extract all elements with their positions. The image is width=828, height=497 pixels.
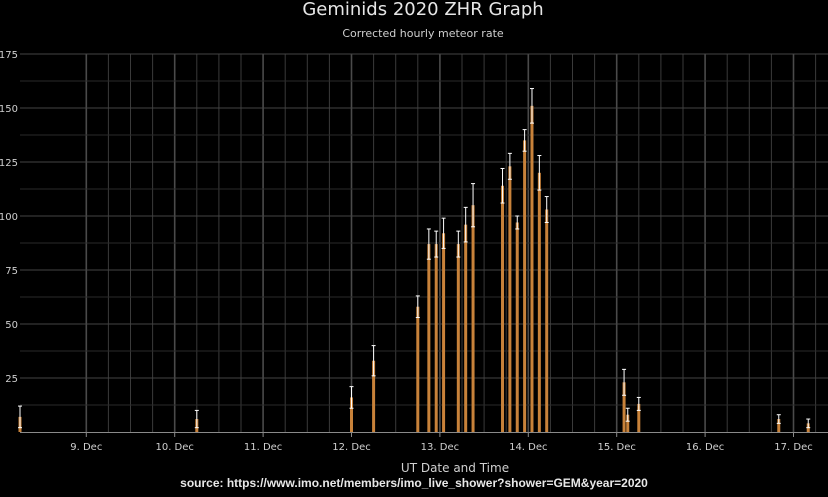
zhr-bar xyxy=(537,172,541,433)
zhr-bar xyxy=(515,222,519,432)
source-note: source: https://www.imo.net/members/imo_… xyxy=(180,476,648,490)
zhr-bar xyxy=(442,233,446,432)
y-tick-label: 50 xyxy=(5,320,18,331)
y-tick-label: 100 xyxy=(0,212,18,223)
zhr-bar xyxy=(456,244,460,432)
y-tick-label: 150 xyxy=(0,104,18,115)
y-tick-label: 25 xyxy=(5,374,18,385)
zhr-bar xyxy=(501,185,505,432)
zhr-bar xyxy=(626,414,630,432)
y-tick-label: 75 xyxy=(5,266,18,277)
zhr-bar xyxy=(350,397,353,432)
zhr-bar xyxy=(372,360,376,432)
chart-title: Geminids 2020 ZHR Graph xyxy=(302,0,543,20)
zhr-bar xyxy=(416,306,420,432)
x-tick-label: 10. Dec xyxy=(155,442,193,453)
zhr-bar xyxy=(471,205,475,432)
x-tick-label: 17. Dec xyxy=(774,442,812,453)
y-tick-label: 175 xyxy=(0,50,18,61)
zhr-bar xyxy=(464,224,468,432)
bars xyxy=(18,105,810,433)
zhr-bar xyxy=(523,140,527,432)
x-tick-label: 11. Dec xyxy=(244,442,282,453)
x-tick-label: 12. Dec xyxy=(332,442,370,453)
zhr-bar xyxy=(427,244,431,432)
x-tick-label: 15. Dec xyxy=(597,442,635,453)
zhr-bar xyxy=(434,244,438,432)
error-bars xyxy=(18,88,811,429)
zhr-bar xyxy=(508,166,512,432)
x-tick-label: 9. Dec xyxy=(70,442,102,453)
y-tick-labels: 25 50 75 100 125 150 175 xyxy=(0,50,18,385)
x-tick-labels: 9. Dec 10. Dec 11. Dec 12. Dec 13. Dec 14. De… xyxy=(70,432,813,453)
zhr-bar xyxy=(530,105,534,432)
chart-subtitle: Corrected hourly meteor rate xyxy=(342,27,504,40)
zhr-bar xyxy=(545,209,549,432)
zhr-bar xyxy=(622,382,626,432)
y-tick-label: 125 xyxy=(0,158,18,169)
x-axis-label: UT Date and Time xyxy=(401,461,509,475)
grid xyxy=(20,53,828,432)
x-tick-label: 16. Dec xyxy=(686,442,724,453)
x-tick-label: 14. Dec xyxy=(509,442,547,453)
zhr-bar xyxy=(637,403,641,432)
x-tick-label: 13. Dec xyxy=(421,442,459,453)
zhr-bar xyxy=(777,419,781,432)
